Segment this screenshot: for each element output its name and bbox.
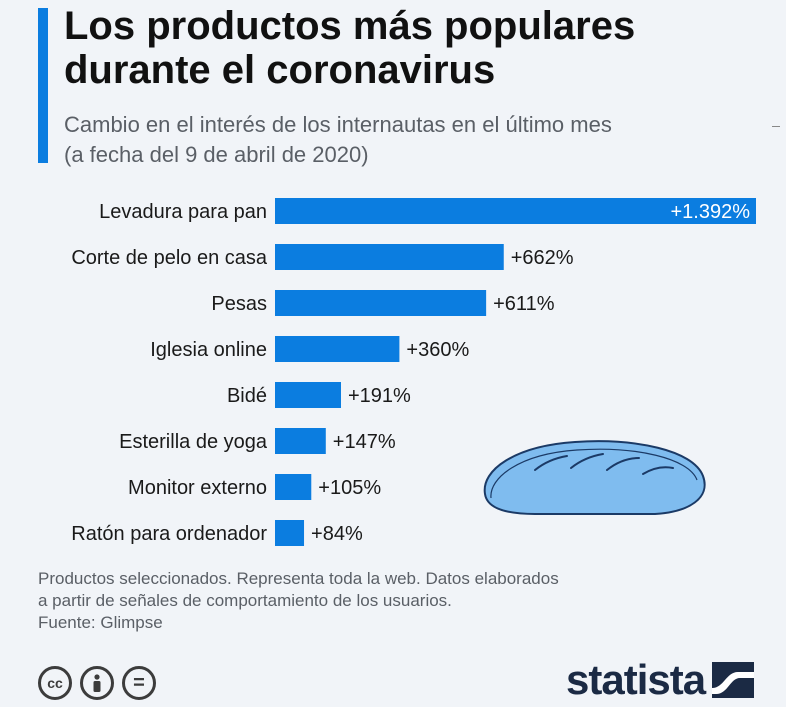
- category-label-1: Levadura para pan: [99, 201, 267, 223]
- license-icons: cc =: [38, 666, 156, 700]
- accent-bar: [38, 8, 48, 163]
- no-derivatives-icon[interactable]: =: [122, 666, 156, 700]
- cc-icon[interactable]: cc: [38, 666, 72, 700]
- bar-4: [275, 336, 400, 362]
- statista-logo[interactable]: statista: [566, 656, 706, 703]
- note-line-1: Productos seleccionados. Representa toda…: [38, 569, 559, 588]
- title-line-2: durante el coronavirus: [64, 48, 496, 92]
- chart-subtitle: Cambio en el interés de los internautas …: [64, 110, 764, 170]
- bar-3: [275, 290, 487, 316]
- category-label-7: Monitor externo: [128, 477, 267, 499]
- value-label-1: +1.392%: [670, 201, 750, 223]
- source-line: Fuente: Glimpse: [38, 613, 163, 632]
- category-label-3: Pesas: [211, 293, 267, 315]
- statista-logo-mark: [712, 662, 754, 698]
- category-label-8: Ratón para ordenador: [71, 523, 267, 545]
- bar-7: [275, 474, 312, 500]
- category-label-2: Corte de pelo en casa: [71, 247, 268, 269]
- bar-1: [275, 198, 756, 224]
- title-line-1: Los productos más populares: [64, 4, 636, 48]
- value-label-3: +611%: [493, 293, 555, 315]
- category-label-4: Iglesia online: [150, 339, 267, 361]
- bar-5: [275, 382, 341, 408]
- bread-icon: [483, 440, 706, 515]
- value-label-6: +147%: [333, 431, 396, 453]
- attribution-icon[interactable]: [80, 666, 114, 700]
- value-label-7: +105%: [318, 477, 381, 499]
- chart-notes: Productos seleccionados. Representa toda…: [38, 568, 738, 634]
- value-label-2: +662%: [511, 247, 574, 269]
- category-label-6: Esterilla de yoga: [119, 431, 268, 453]
- category-label-5: Bidé: [227, 385, 267, 407]
- bar-6: [275, 428, 326, 454]
- bar-8: [275, 520, 305, 546]
- value-label-8: +84%: [311, 523, 363, 545]
- bar-chart: Levadura para pan +1.392% Corte de pelo en…: [71, 198, 756, 546]
- value-label-5: +191%: [348, 385, 411, 407]
- edge-mark: [772, 126, 780, 127]
- subtitle-line-2: (a fecha del 9 de abril de 2020): [64, 142, 369, 167]
- note-line-2: a partir de señales de comportamiento de…: [38, 591, 452, 610]
- value-label-4: +360%: [406, 339, 469, 361]
- chart-title: Los productos más populares durante el c…: [64, 4, 764, 92]
- subtitle-line-1: Cambio en el interés de los internautas …: [64, 112, 612, 137]
- bar-2: [275, 244, 504, 270]
